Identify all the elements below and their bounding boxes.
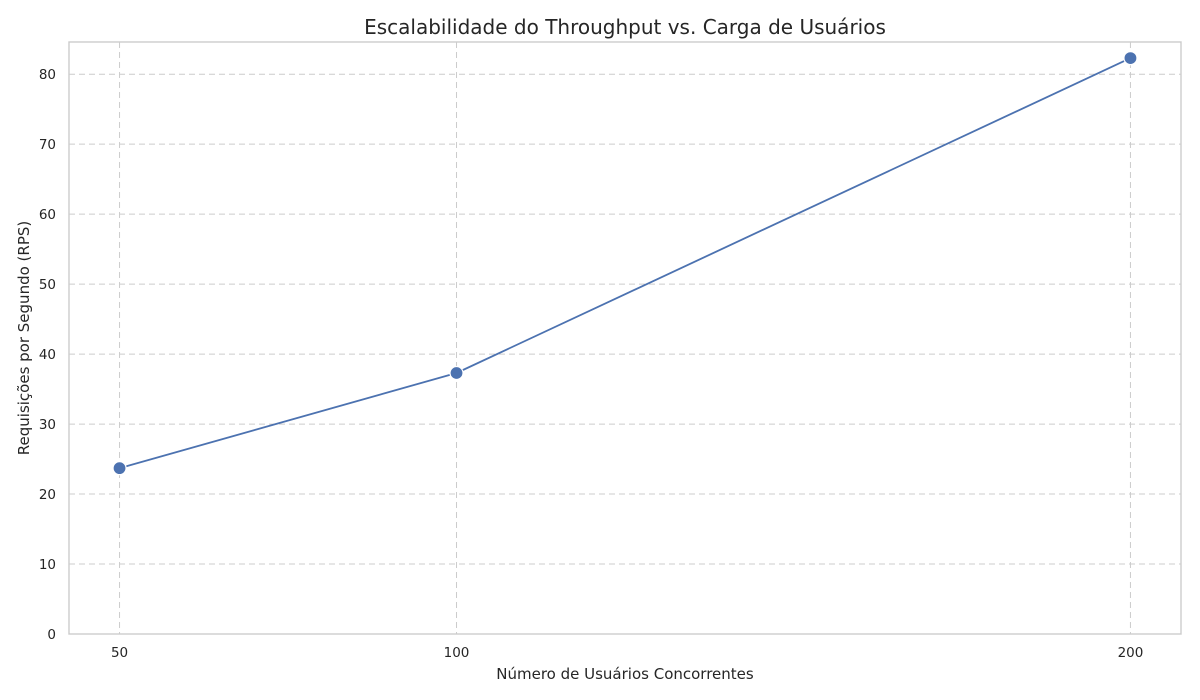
x-axis-ticks: 50 100 200	[111, 645, 1143, 661]
x-tick-label: 50	[111, 645, 128, 661]
data-point	[449, 365, 464, 381]
y-axis-ticks: 0 10 20 30 40 50 60 70 80	[39, 67, 56, 643]
y-tick-label: 20	[39, 487, 56, 503]
series-layer	[112, 50, 1138, 476]
chart-title: Escalabilidade do Throughput vs. Carga d…	[364, 15, 886, 39]
y-tick-label: 50	[39, 277, 56, 293]
x-axis-label: Número de Usuários Concorrentes	[496, 665, 754, 683]
y-axis-label: Requisições por Segundo (RPS)	[15, 221, 33, 455]
y-tick-label: 70	[39, 137, 56, 153]
y-tick-label: 40	[39, 347, 56, 363]
y-tick-label: 60	[39, 207, 56, 223]
data-point	[112, 461, 127, 476]
x-tick-label: 200	[1118, 645, 1144, 661]
y-tick-label: 10	[39, 557, 56, 573]
y-tick-label: 0	[47, 627, 56, 643]
y-tick-label: 80	[39, 67, 56, 83]
data-point	[1123, 50, 1138, 66]
series-line	[119, 57, 1131, 470]
plot-area-frame	[68, 41, 1182, 635]
x-tick-label: 100	[444, 645, 470, 661]
y-tick-label: 30	[39, 417, 56, 433]
grid	[69, 42, 1181, 634]
